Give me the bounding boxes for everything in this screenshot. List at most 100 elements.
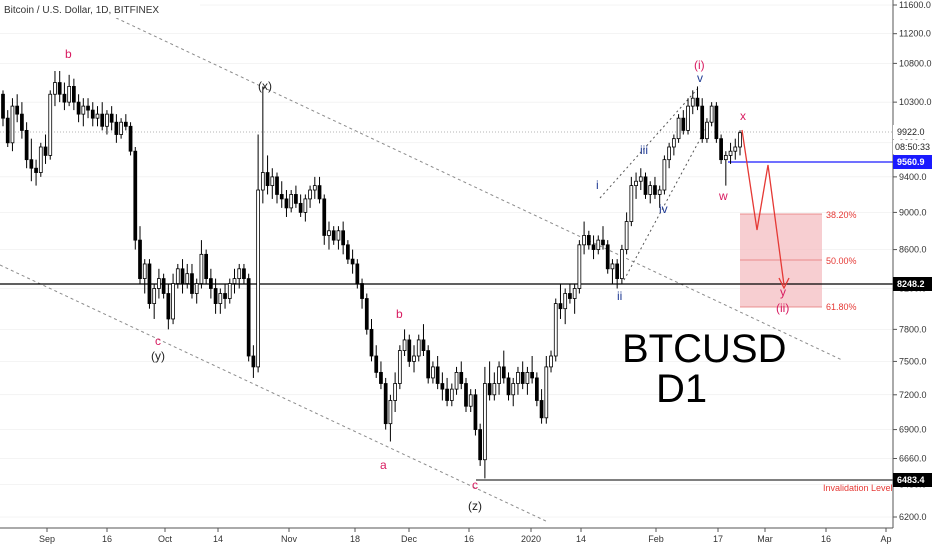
candle-up [175, 268, 180, 284]
candle-down [251, 355, 256, 368]
candle-down [605, 244, 610, 270]
candle-up [393, 383, 397, 401]
candle-up [327, 230, 331, 236]
candle-up [638, 176, 643, 182]
y-tick-label: 9400.0 [899, 172, 927, 182]
upper-channel-line [77, 0, 843, 361]
wave-label-i-paren: (i) [694, 58, 705, 72]
candle-down [190, 273, 194, 294]
candle-up [634, 180, 638, 187]
candle-down [369, 328, 374, 357]
wave-label-iv: iv [659, 202, 668, 216]
candle-up [260, 172, 265, 191]
candle-down [681, 117, 686, 131]
candle-up [303, 198, 308, 213]
candle-down [76, 101, 81, 115]
x-tick-label: Nov [281, 534, 298, 544]
candle-down [294, 194, 298, 204]
candle-down [5, 117, 10, 144]
candle-down [473, 394, 478, 430]
candle-up [468, 394, 473, 407]
candle-up [624, 221, 629, 250]
candle-down [591, 244, 596, 250]
candle-down [133, 150, 138, 241]
x-tick-label: 16 [102, 534, 112, 544]
fib-38-label: 38.20% [826, 210, 857, 220]
candle-up [733, 146, 738, 152]
candle-down [520, 371, 525, 384]
candle-down [487, 383, 492, 396]
candle-down [24, 129, 29, 161]
candle-up [549, 355, 553, 368]
wave-label-a: a [380, 458, 387, 472]
x-tick-label: Ap [880, 534, 891, 544]
candle-up [412, 355, 416, 362]
x-tick-label: 14 [213, 534, 223, 544]
candle-down [213, 288, 218, 304]
candle-up [119, 121, 123, 135]
candle-up [289, 194, 294, 209]
invalidation-label: Invalidation Level [823, 483, 893, 493]
candle-down [360, 283, 364, 299]
candle-up [572, 288, 577, 299]
wave-label-ii: ii [617, 289, 622, 303]
wave-label-b1: b [65, 47, 72, 61]
candle-up [199, 253, 204, 284]
candle-down [204, 253, 209, 279]
candle-down [180, 268, 185, 284]
wave-label-x: x [740, 109, 746, 123]
black-level-tag [893, 277, 932, 291]
candle-up [237, 268, 242, 279]
candle-down [317, 185, 322, 200]
candle-down [615, 263, 620, 279]
y-tick-label: 11600.0 [899, 0, 931, 10]
candle-up [610, 263, 615, 270]
candle-down [242, 268, 246, 279]
candle-up [690, 97, 695, 107]
candle-down [331, 230, 336, 241]
candle-up [723, 155, 728, 161]
candle-up [676, 117, 681, 140]
candle-down [643, 176, 648, 195]
candle-down [128, 125, 133, 152]
candle-down [275, 176, 279, 195]
y-tick-label: 10300.0 [899, 97, 932, 107]
candle-down [459, 371, 464, 384]
candle-down [506, 377, 511, 396]
projection-arrowhead [778, 277, 790, 290]
candle-down [114, 121, 119, 135]
candle-up [388, 400, 393, 425]
candle-up [662, 159, 667, 191]
y-tick-label: 9000.0 [899, 207, 927, 217]
candle-down [322, 198, 327, 236]
candle-up [728, 150, 733, 156]
candle-down [100, 113, 105, 127]
candle-down [109, 113, 114, 123]
candle-down [558, 303, 563, 310]
wave-label-i: i [596, 178, 599, 192]
candle-down [209, 278, 213, 289]
timeframe-annotation: D1 [656, 367, 707, 411]
candle-up [312, 185, 317, 191]
price-axis-panel[interactable] [893, 0, 932, 550]
invalidation-level-tag-text: 6483.4 [897, 475, 925, 485]
y-tick-label: 6660.0 [899, 454, 927, 464]
countdown-tag [893, 140, 932, 154]
candle-up [553, 303, 558, 357]
y-tick-label: 10800.0 [899, 58, 932, 68]
candle-up [142, 263, 147, 279]
wave-label-x-paren: (x) [258, 79, 272, 93]
x-tick-label: Mar [757, 534, 773, 544]
candle-down [147, 263, 152, 304]
candle-up [449, 388, 454, 401]
wave-label-y-paren: (y) [151, 349, 165, 363]
candle-down [700, 105, 705, 140]
y-tick-label: 7200.0 [899, 390, 927, 400]
current-price-tag [893, 125, 932, 139]
candle-down [86, 105, 90, 111]
candle-down [350, 258, 355, 265]
blue-level-tag-text: 9560.9 [897, 157, 925, 167]
candle-up [563, 293, 568, 310]
candle-down [123, 121, 128, 127]
